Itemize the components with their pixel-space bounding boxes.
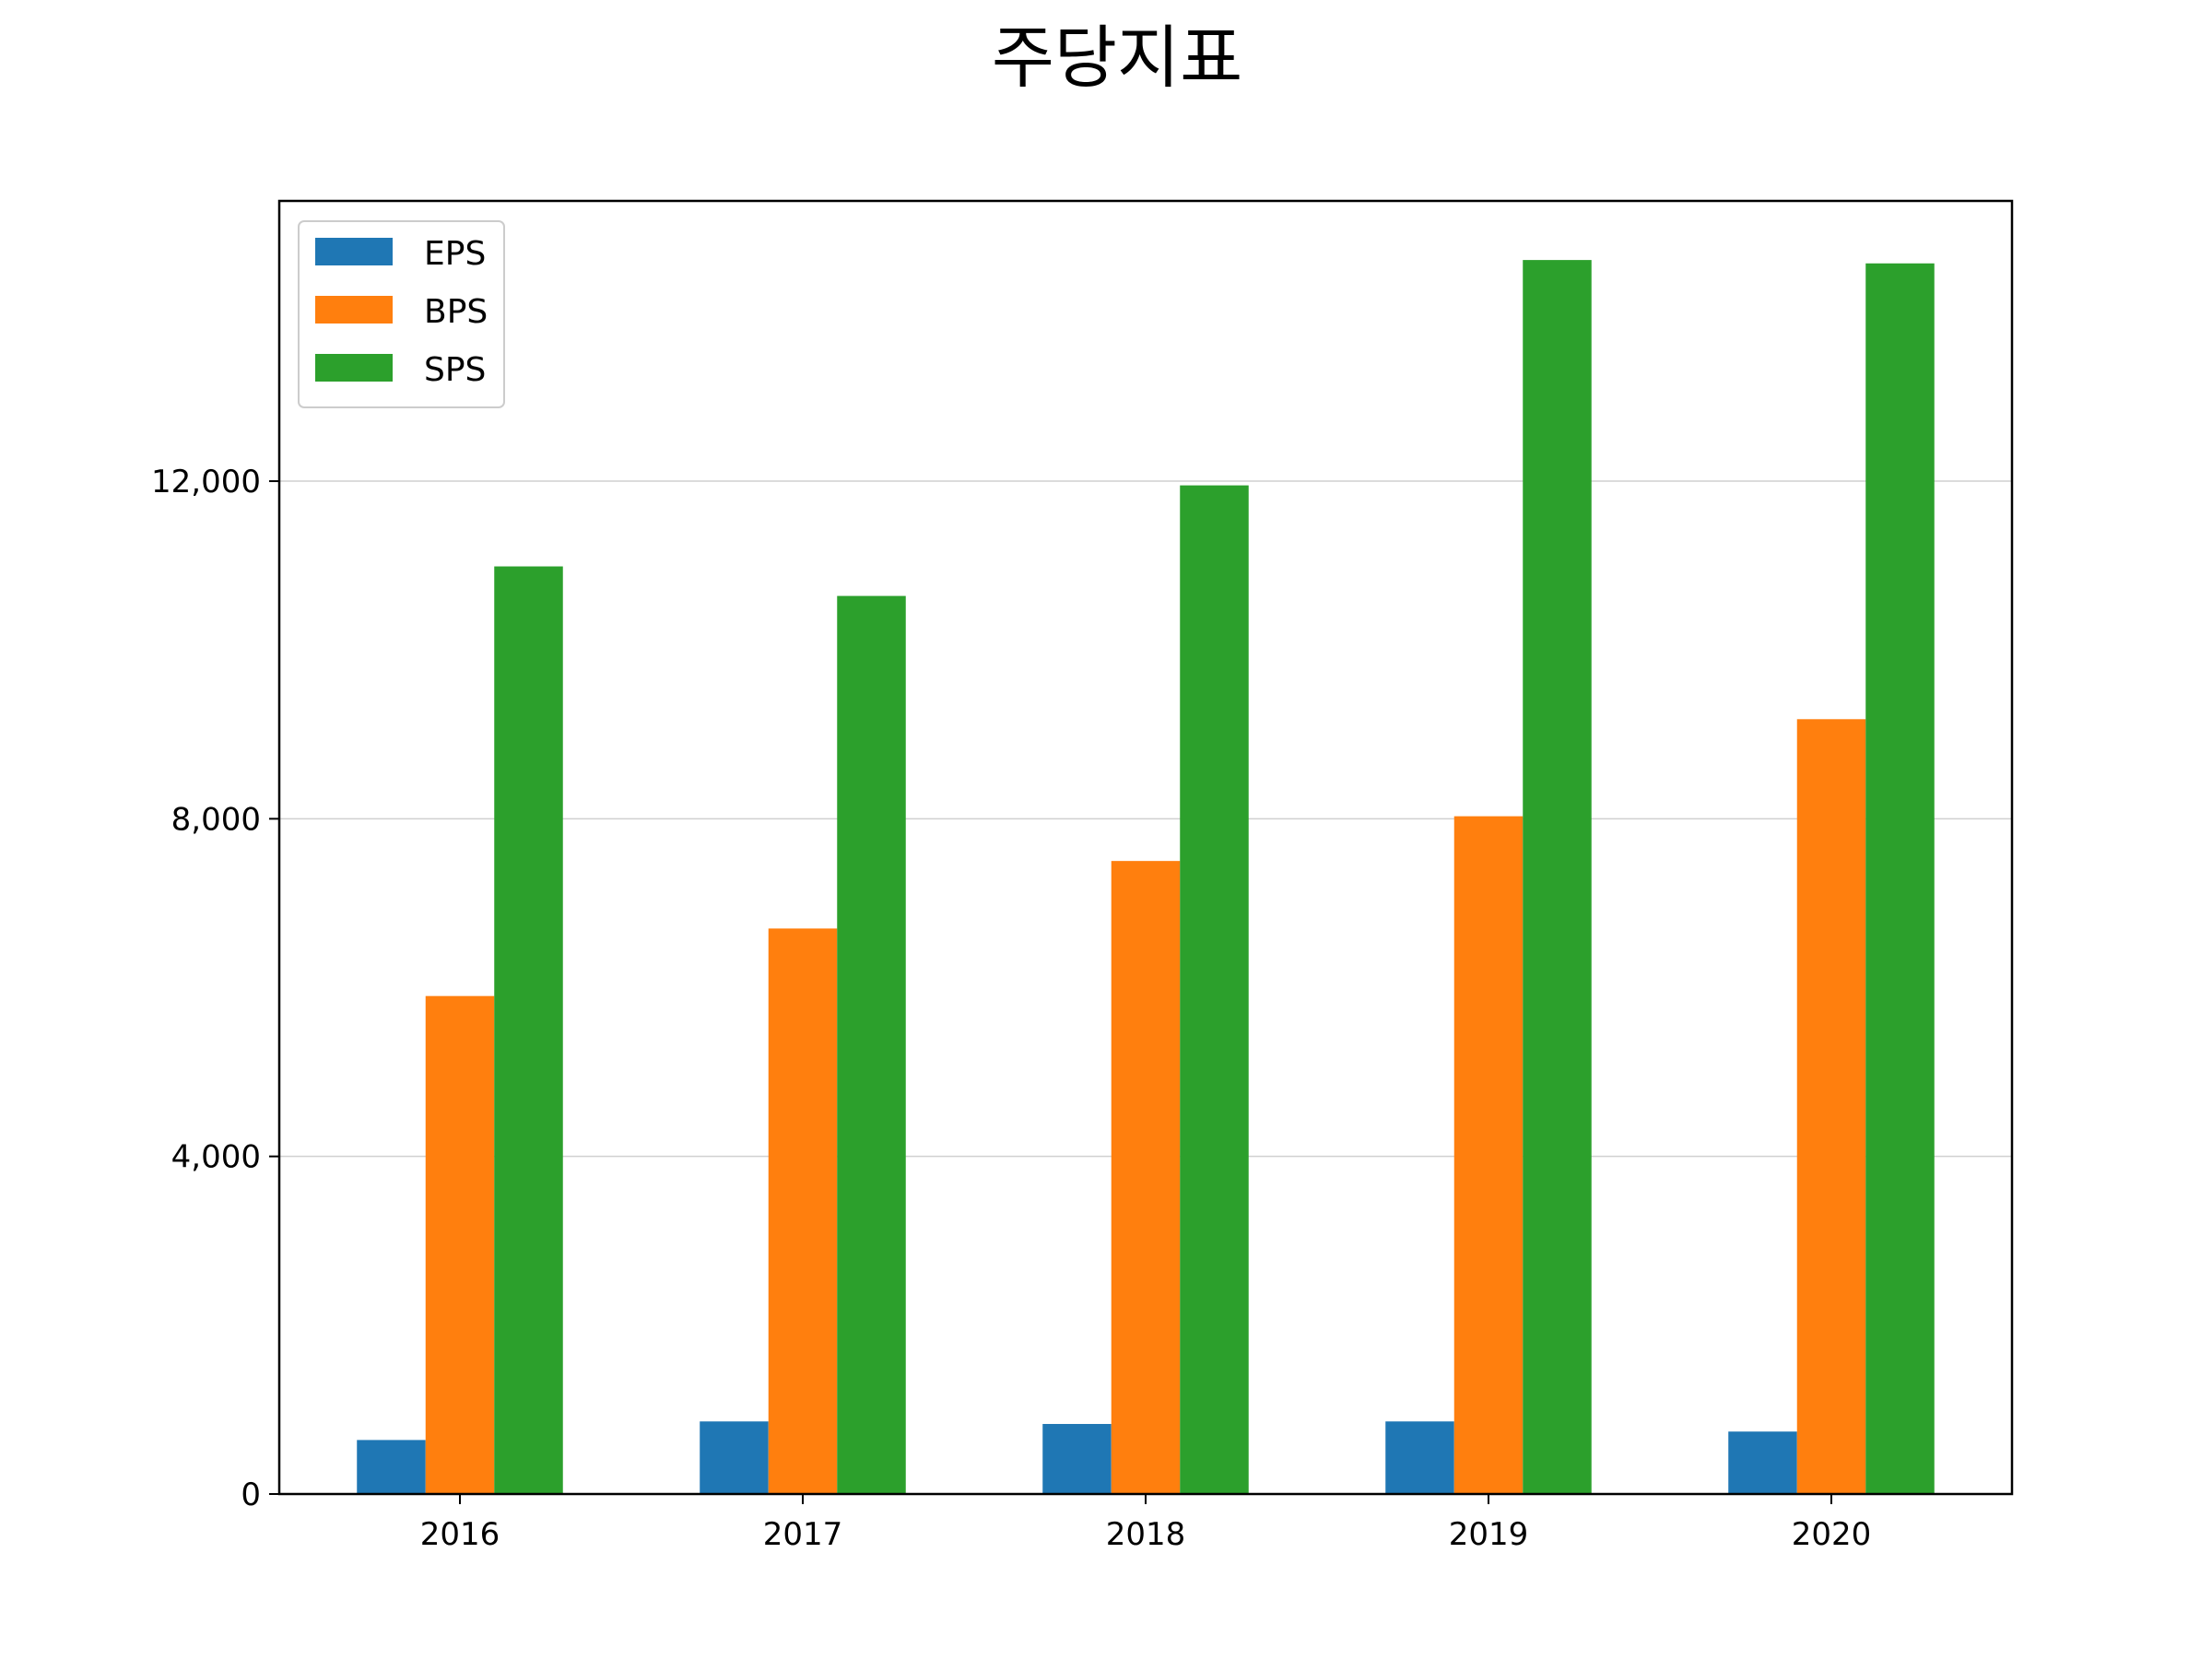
bar-eps-2017 xyxy=(700,1421,769,1494)
bar-sps-2017 xyxy=(837,595,906,1494)
legend-swatch-eps xyxy=(315,238,393,265)
bar-eps-2019 xyxy=(1385,1421,1454,1494)
x-tick-label: 2019 xyxy=(1449,1516,1529,1553)
x-tick-label: 2018 xyxy=(1106,1516,1186,1553)
bar-sps-2016 xyxy=(494,566,563,1494)
bar-eps-2016 xyxy=(357,1440,426,1494)
bar-sps-2020 xyxy=(1865,263,1935,1494)
y-tick-label: 0 xyxy=(241,1477,261,1513)
bar-sps-2018 xyxy=(1180,485,1249,1495)
legend-label-sps: SPS xyxy=(424,351,486,389)
bar-bps-2018 xyxy=(1111,861,1181,1494)
y-tick-label: 12,000 xyxy=(151,464,261,500)
legend-label-bps: BPS xyxy=(424,293,488,331)
legend: EPS BPS SPS xyxy=(298,220,505,408)
bar-sps-2019 xyxy=(1523,260,1592,1495)
x-tick-label: 2016 xyxy=(420,1516,500,1553)
y-tick-label: 8,000 xyxy=(171,801,261,838)
x-axis: 2016 2017 2018 2019 2020 xyxy=(420,1494,1872,1553)
legend-swatch-sps xyxy=(315,354,393,382)
chart-title: 주당지표 xyxy=(992,18,1242,98)
bar-eps-2020 xyxy=(1728,1431,1797,1494)
bar-bps-2019 xyxy=(1453,816,1524,1494)
bar-bps-2017 xyxy=(768,928,838,1494)
legend-swatch-bps xyxy=(315,296,393,324)
bar-eps-2018 xyxy=(1042,1423,1112,1494)
y-axis: 0 4,000 8,000 12,000 xyxy=(151,464,279,1513)
legend-label-eps: EPS xyxy=(424,235,486,273)
x-tick-label: 2017 xyxy=(763,1516,843,1553)
bar-bps-2016 xyxy=(425,995,495,1494)
bars xyxy=(357,260,1935,1495)
y-tick-label: 4,000 xyxy=(171,1139,261,1176)
x-tick-label: 2020 xyxy=(1792,1516,1872,1553)
bar-bps-2020 xyxy=(1796,719,1866,1494)
